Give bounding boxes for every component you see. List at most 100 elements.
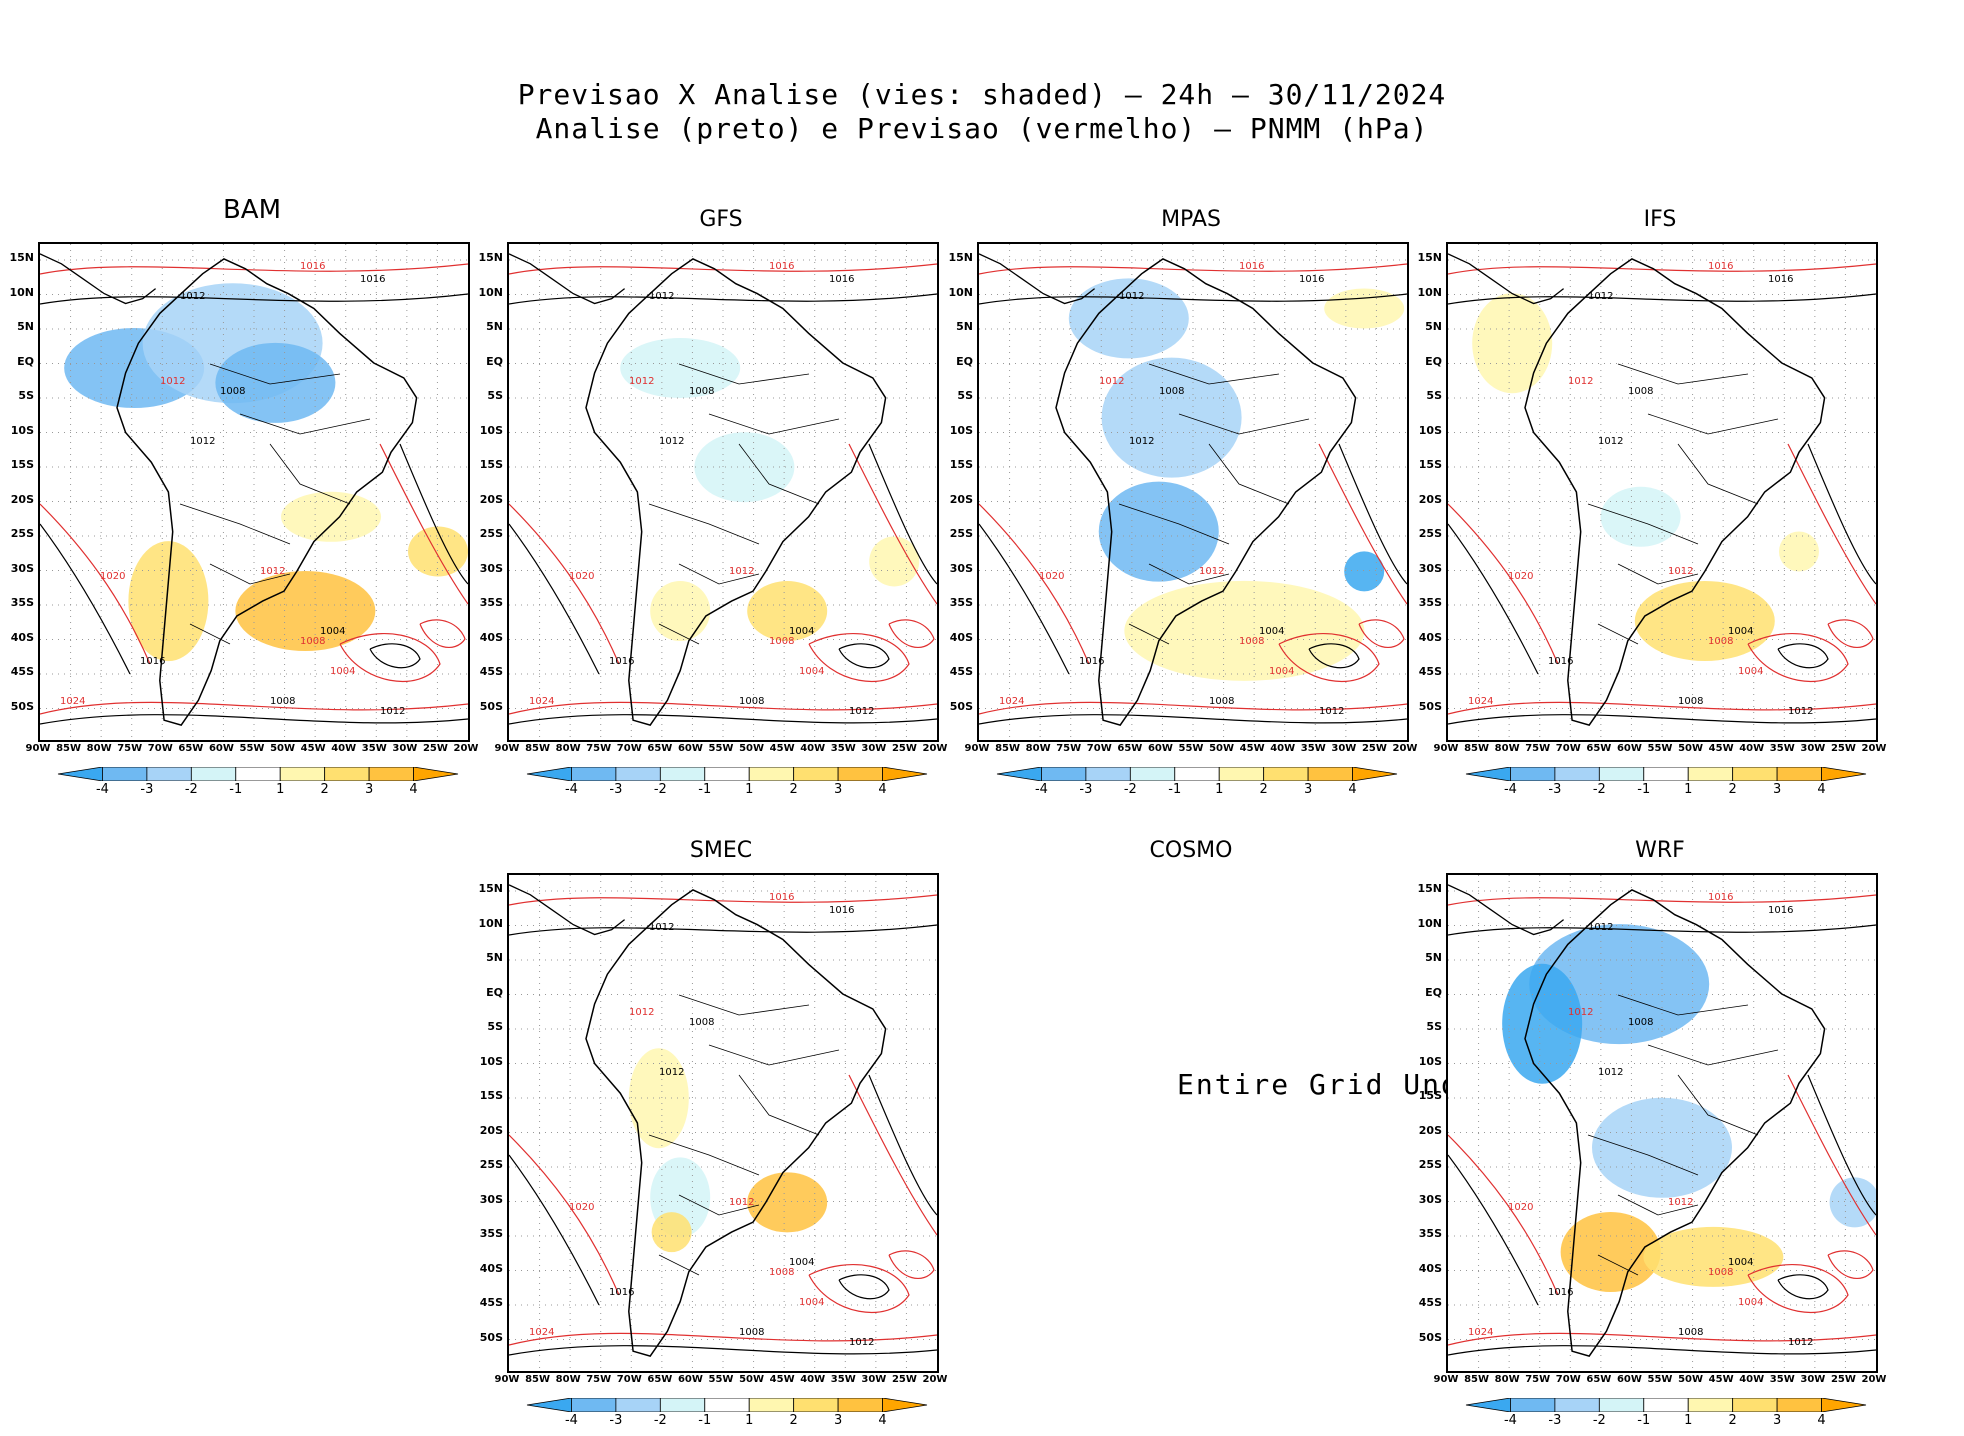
lon-tick-label: 70W [1086, 743, 1112, 754]
lat-tick-label: 15S [1418, 458, 1442, 471]
lon-tick-label: 55W [1647, 743, 1673, 754]
forecast-isobar [339, 633, 441, 682]
colorbar-label: 4 [409, 782, 418, 797]
forecast-isobar [1747, 1264, 1849, 1313]
contour-label: 1016 [1708, 892, 1733, 903]
country-border [1148, 563, 1230, 585]
lon-tick-label: 20W [922, 743, 948, 754]
undef-message-cosmo: Entire Grid Undef [1177, 1068, 1498, 1101]
forecast-isobar [379, 443, 468, 605]
bias-shading [694, 432, 795, 503]
colorbar-label: -1 [229, 782, 243, 797]
contour-label: 1008 [1678, 696, 1703, 707]
lon-tick-label: 75W [1056, 743, 1082, 754]
bias-shading [1502, 963, 1583, 1084]
forecast-isobar [888, 1250, 935, 1279]
colorbar-swatch [146, 766, 192, 782]
contour-label: 1016 [360, 274, 385, 285]
forecast-isobar [509, 503, 620, 665]
analysis-isobar [509, 1345, 937, 1356]
country-border [708, 413, 840, 435]
colorbar-label: -4 [95, 782, 109, 797]
lon-tick-label: 65W [647, 1374, 673, 1385]
contour-label: 1012 [1319, 706, 1344, 717]
country-border [269, 443, 351, 505]
colorbar-label: 1 [745, 1413, 754, 1428]
analysis-isobar [1448, 1154, 1539, 1306]
colorbar-swatch [190, 766, 237, 782]
contour-label: 1012 [180, 291, 205, 302]
colorbar-swatch [1643, 1397, 1689, 1413]
coastline-central-america [509, 884, 625, 936]
panel-title-smec: SMEC [689, 838, 753, 863]
forecast-isobar [509, 1134, 620, 1296]
lon-tick-label: 60W [208, 743, 234, 754]
map-canvas-bam: 1016101610121012100810121012102010041008… [40, 244, 468, 740]
analysis-isobar [40, 523, 131, 675]
lat-tick-label: EQ [956, 354, 973, 368]
lon-tick-label: 30W [861, 1374, 887, 1385]
lon-tick-label: 60W [677, 743, 703, 754]
contour-label: 1024 [529, 696, 554, 707]
country-border [209, 563, 291, 585]
lon-tick-label: 55W [1178, 743, 1204, 754]
contour-label: 1016 [829, 905, 854, 916]
colorbar-label: -2 [1123, 782, 1137, 797]
colorbar-swatch [1776, 766, 1822, 782]
analysis-isobar [399, 443, 468, 585]
colorbar-swatch [1598, 766, 1645, 782]
lat-tick-label: 30S [479, 561, 503, 575]
colorbar-gfs [517, 766, 937, 782]
bias-shading [747, 1172, 828, 1233]
panel-title-bam: BAM [222, 195, 282, 225]
colorbar-swatch [996, 766, 1042, 782]
colorbar-label: -4 [1503, 1413, 1517, 1428]
lat-tick-label: 5S [1426, 389, 1442, 402]
lat-tick-label: 15N [1417, 882, 1442, 895]
colorbar-swatch [1776, 1397, 1822, 1413]
colorbar-graphic [1465, 1397, 1867, 1413]
contour-label: 1024 [1468, 696, 1493, 707]
colorbar-label: 1 [276, 782, 285, 797]
colorbar-swatch [1821, 766, 1867, 782]
forecast-isobar [1827, 1250, 1874, 1279]
lat-tick-label: 10N [9, 285, 34, 299]
lon-tick-label: 20W [1392, 743, 1418, 754]
lat-tick-label: 10S [1418, 423, 1442, 437]
colorbar-label: -2 [653, 1413, 667, 1428]
lon-tick-label: 85W [525, 743, 551, 754]
forecast-isobar [1787, 443, 1876, 605]
lon-tick-label: 55W [1647, 1374, 1673, 1385]
contour-label: 1008 [220, 386, 245, 397]
lon-tick-label: 50W [739, 743, 765, 754]
lat-tick-label: 30S [479, 1192, 503, 1206]
contour-label: 1012 [1199, 566, 1224, 577]
lat-tick-label: 20S [1418, 1123, 1442, 1137]
contour-label: 1016 [1079, 656, 1104, 667]
colorbar-swatch [615, 766, 661, 782]
colorbar-label: 2 [789, 1413, 798, 1428]
contour-label: 1012 [1668, 1197, 1693, 1208]
lat-tick-label: 15N [948, 251, 973, 264]
country-border [1148, 363, 1280, 385]
bias-shading [1472, 293, 1553, 394]
lon-tick-label: 35W [361, 743, 387, 754]
contour-label: 1020 [569, 1202, 594, 1213]
lat-tick-label: 10S [479, 423, 503, 437]
lat-tick-label: EQ [1425, 354, 1442, 368]
colorbar-swatch [748, 1397, 795, 1413]
colorbar-swatch [1129, 766, 1176, 782]
colorbar-graphic [1465, 766, 1867, 782]
lon-tick-label: 60W [677, 1374, 703, 1385]
lon-tick-label: 85W [1464, 743, 1490, 754]
analysis-isobar [838, 643, 890, 669]
lon-tick-label: 45W [1239, 743, 1265, 754]
lon-tick-label: 50W [1678, 743, 1704, 754]
country-border [658, 1254, 700, 1276]
colorbar-swatch [413, 766, 459, 782]
lat-tick-label: 45S [479, 665, 503, 678]
lon-tick-label: 25W [422, 743, 448, 754]
lat-tick-label: 5N [17, 320, 34, 333]
lon-tick-label: 85W [56, 743, 82, 754]
country-border [738, 443, 820, 505]
